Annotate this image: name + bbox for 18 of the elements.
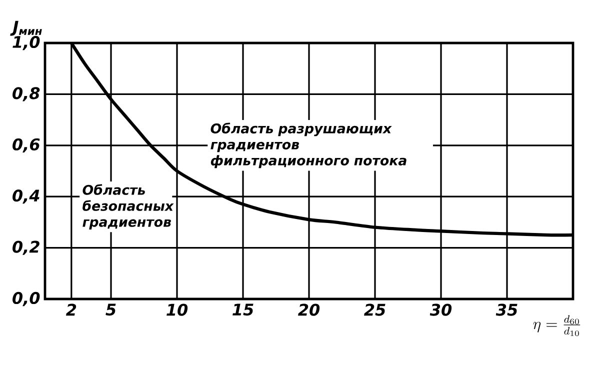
annotation: Область безопасных градиентов [82,184,174,230]
y-tick-label: 1,0 [12,36,40,50]
x-tick-label: 25 [364,304,386,316]
x-tick-label: 15 [232,304,254,316]
x-tick-label: 2 [66,304,76,316]
x-tick-label: 30 [430,304,452,316]
annotation: Область разрушающих градиентов фильтрационного потока [210,122,406,168]
x-tick-label: 20 [298,304,320,316]
x-tick-label: 10 [166,304,188,316]
y-tick-label: 0,4 [12,190,40,204]
x-tick-label: 35 [496,304,518,316]
y-tick-label: 0,8 [12,87,40,102]
y-tick-label: 0,2 [12,240,40,255]
y-tick-label: 0,0 [12,292,40,306]
y-tick-label: 0,6 [12,138,40,152]
x-axis-title: $\eta = \frac{d_{60}}{d_{10}}$ [533,315,580,336]
y-axis-title: J$_{мин}$ [10,20,42,36]
x-tick-label: 5 [106,304,116,316]
